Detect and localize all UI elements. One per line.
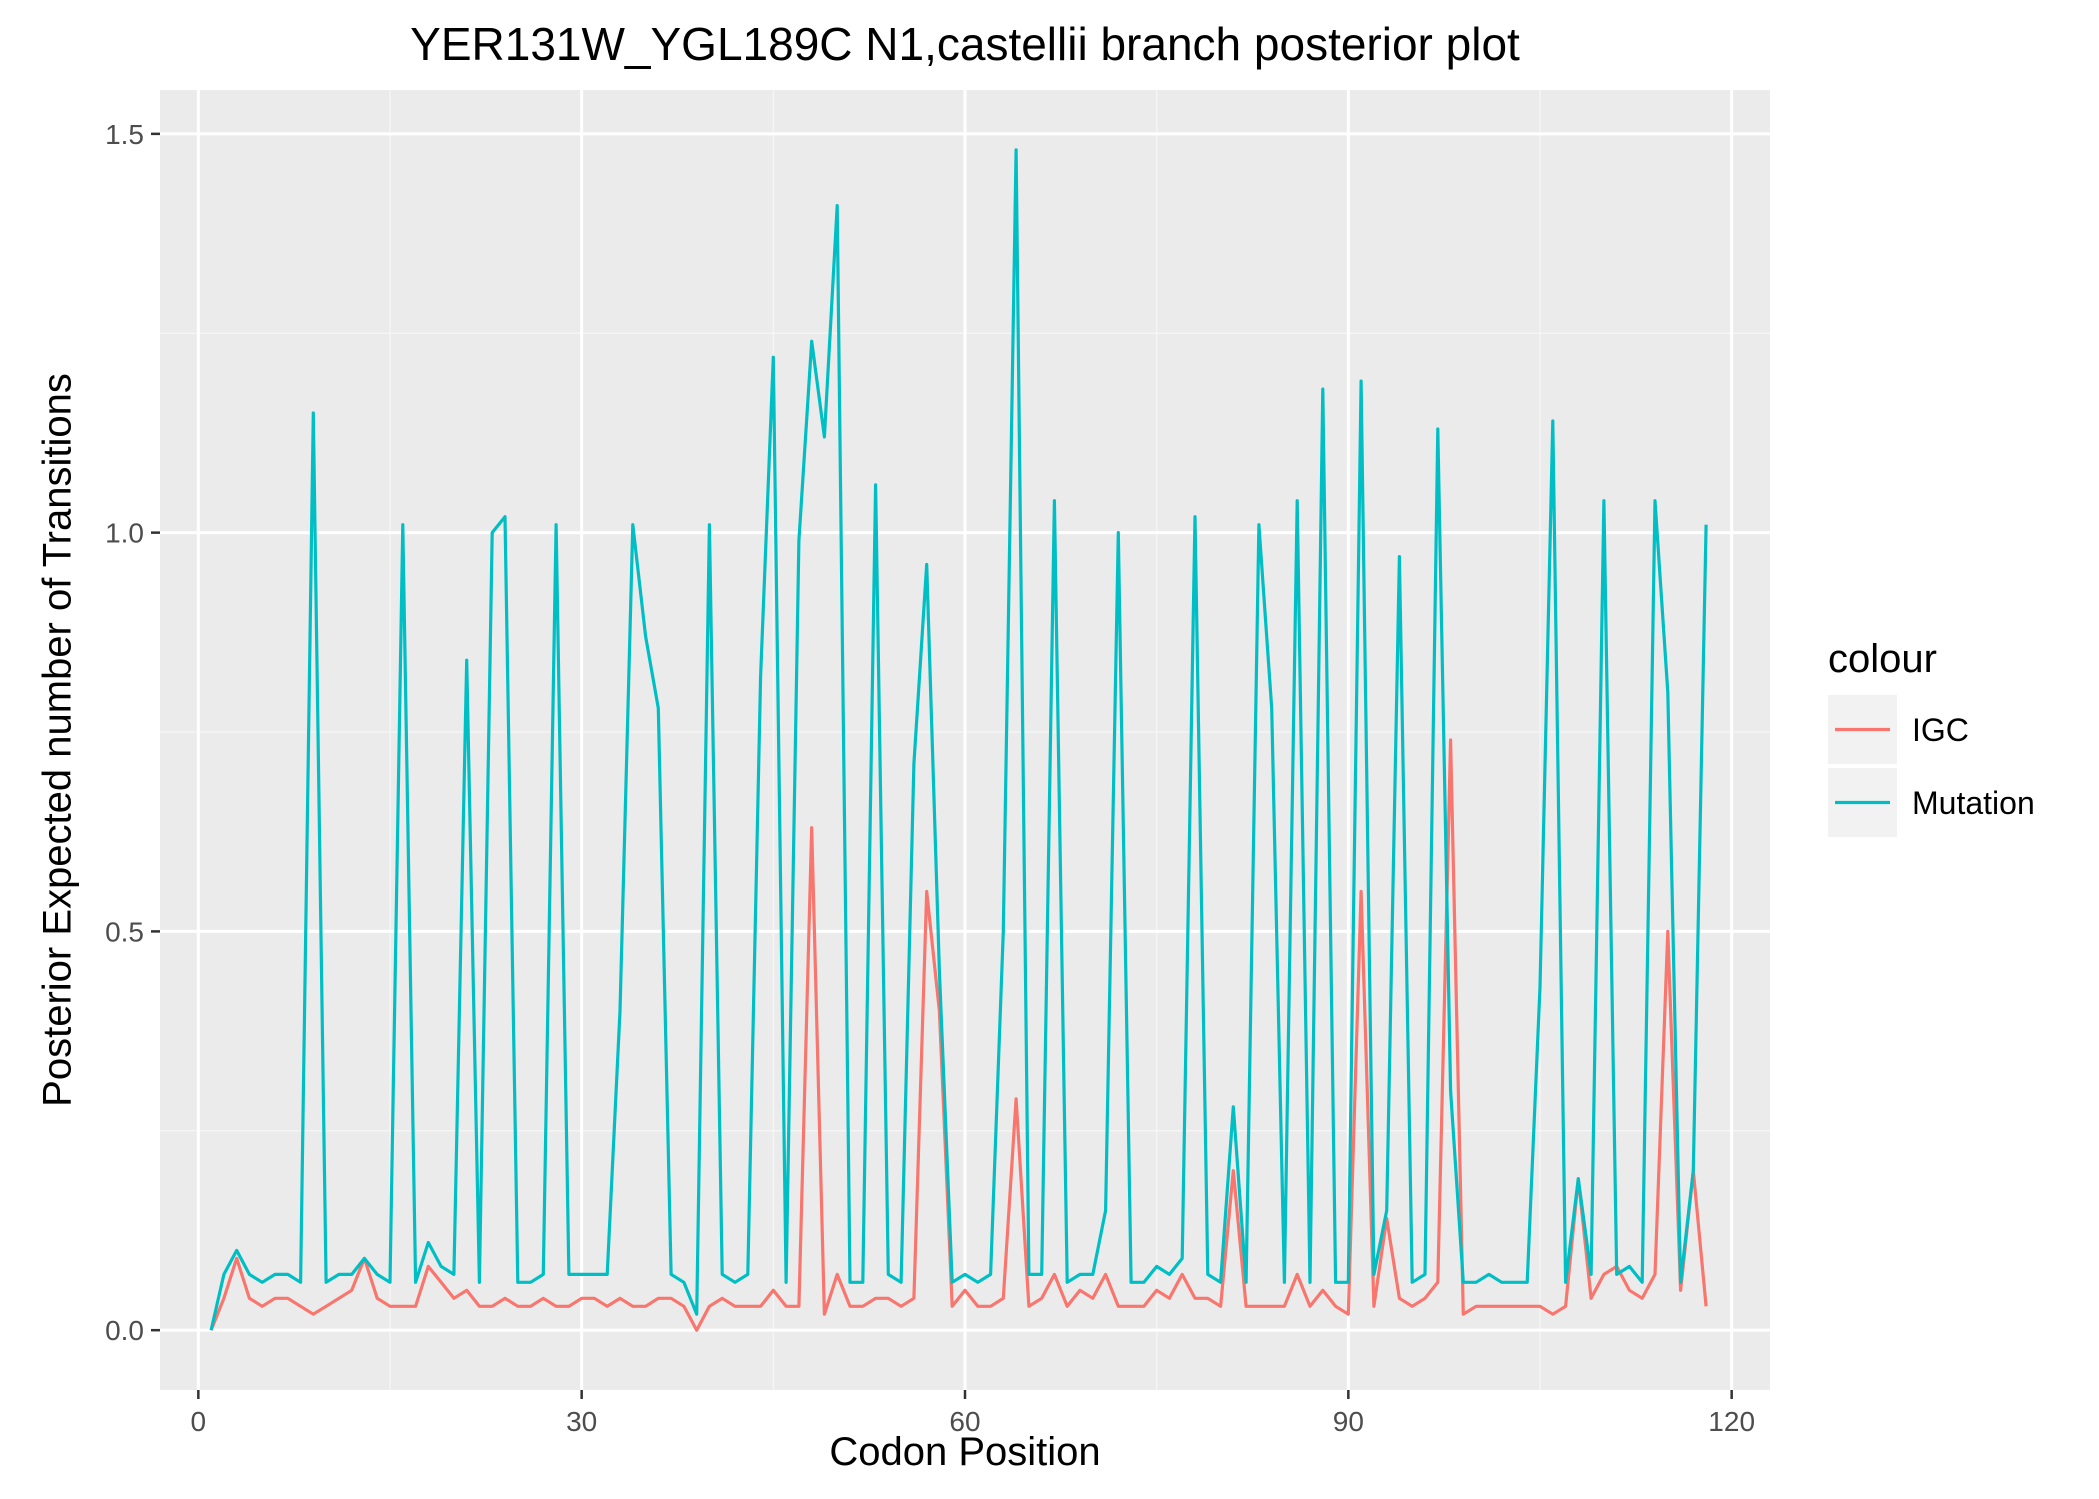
- legend-items: IGC Mutation: [1828, 695, 2035, 837]
- series-lines: [209, 148, 1708, 1332]
- legend-label-mutation: Mutation: [1912, 785, 2035, 821]
- legend-title: colour: [1828, 637, 1937, 681]
- x-axis: 0 30 60 90 120: [191, 1390, 1755, 1437]
- y-axis-title: Posterior Expected number of Transitions: [36, 373, 80, 1107]
- legend: colour IGC Mutation: [1828, 637, 2035, 837]
- x-tick-label: 90: [1333, 1406, 1364, 1437]
- y-tick-label: 0.0: [105, 1315, 144, 1346]
- series-line-mutation: [209, 148, 1708, 1331]
- x-axis-title: Codon Position: [829, 1430, 1100, 1474]
- series-line-igc: [209, 738, 1708, 1332]
- x-tick-label: 60: [949, 1406, 980, 1437]
- y-tick-label: 0.5: [105, 916, 144, 947]
- x-tick-label: 0: [191, 1406, 207, 1437]
- x-tick-label: 120: [1708, 1406, 1755, 1437]
- y-tick-label: 1.5: [105, 119, 144, 150]
- x-tick-label: 30: [566, 1406, 597, 1437]
- legend-label-igc: IGC: [1912, 712, 1969, 748]
- y-axis: 0.0 0.5 1.0 1.5: [105, 119, 160, 1346]
- chart-title: YER131W_YGL189C N1,castellii branch post…: [410, 18, 1520, 70]
- y-tick-label: 1.0: [105, 518, 144, 549]
